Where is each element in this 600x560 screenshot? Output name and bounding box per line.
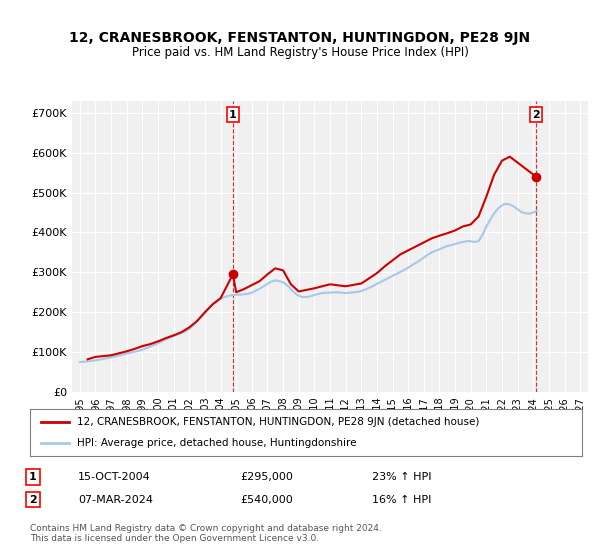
Text: £295,000: £295,000 bbox=[240, 472, 293, 482]
Text: 12, CRANESBROOK, FENSTANTON, HUNTINGDON, PE28 9JN: 12, CRANESBROOK, FENSTANTON, HUNTINGDON,… bbox=[70, 31, 530, 45]
Text: 1: 1 bbox=[229, 110, 237, 119]
Text: 23% ↑ HPI: 23% ↑ HPI bbox=[372, 472, 431, 482]
Text: 16% ↑ HPI: 16% ↑ HPI bbox=[372, 494, 431, 505]
Text: 07-MAR-2024: 07-MAR-2024 bbox=[78, 494, 153, 505]
Text: 1: 1 bbox=[29, 472, 37, 482]
Text: 15-OCT-2004: 15-OCT-2004 bbox=[78, 472, 151, 482]
Text: 2: 2 bbox=[532, 110, 540, 119]
Text: £540,000: £540,000 bbox=[240, 494, 293, 505]
Text: Price paid vs. HM Land Registry's House Price Index (HPI): Price paid vs. HM Land Registry's House … bbox=[131, 46, 469, 59]
Text: HPI: Average price, detached house, Huntingdonshire: HPI: Average price, detached house, Hunt… bbox=[77, 438, 356, 448]
Text: Contains HM Land Registry data © Crown copyright and database right 2024.
This d: Contains HM Land Registry data © Crown c… bbox=[30, 524, 382, 543]
Text: 12, CRANESBROOK, FENSTANTON, HUNTINGDON, PE28 9JN (detached house): 12, CRANESBROOK, FENSTANTON, HUNTINGDON,… bbox=[77, 417, 479, 427]
Text: 2: 2 bbox=[29, 494, 37, 505]
